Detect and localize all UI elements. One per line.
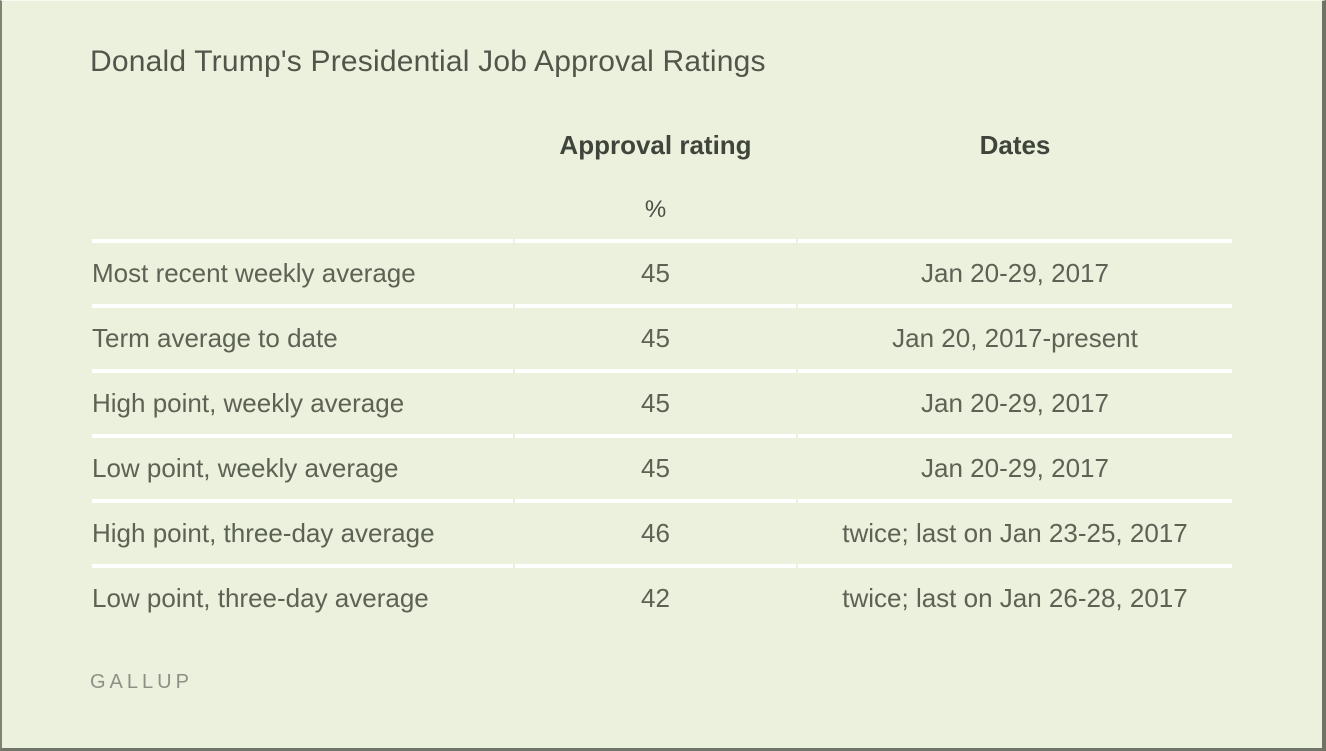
table-header: Approval rating Dates % — [92, 109, 1232, 239]
metric-cell: Most recent weekly average — [92, 239, 513, 304]
gallup-source-label: GALLUP — [90, 671, 193, 693]
dates-cell: Jan 20-29, 2017 — [798, 369, 1232, 434]
table-row-high-point-weekly-average: High point, weekly average 45 Jan 20-29,… — [92, 369, 1232, 434]
approval-cell: 45 — [515, 434, 796, 499]
table-row-high-point-three-day-average: High point, three-day average 46 twice; … — [92, 499, 1232, 564]
column-header-approval-rating: Approval rating — [559, 129, 752, 160]
percent-unit-label: % — [644, 196, 667, 223]
header-row: Approval rating Dates — [92, 109, 1232, 181]
approval-cell: 45 — [515, 239, 796, 304]
dates-cell: Jan 20-29, 2017 — [798, 434, 1232, 499]
approval-cell: 46 — [515, 499, 796, 564]
table-row-term-average-to-date: Term average to date 45 Jan 20, 2017-pre… — [92, 304, 1232, 369]
dates-cell: twice; last on Jan 26-28, 2017 — [798, 564, 1232, 629]
approval-ratings-table: Approval rating Dates % Most recent week… — [90, 109, 1234, 629]
column-header-dates: Dates — [979, 129, 1051, 160]
approval-cell: 45 — [515, 369, 796, 434]
unit-row: % — [92, 181, 1232, 239]
page-title: Donald Trump's Presidential Job Approval… — [90, 45, 766, 78]
table-row-low-point-three-day-average: Low point, three-day average 42 twice; l… — [92, 564, 1232, 629]
gallup-approval-card: Donald Trump's Presidential Job Approval… — [2, 1, 1322, 694]
column-header-metric — [92, 109, 513, 181]
table-row-low-point-weekly-average: Low point, weekly average 45 Jan 20-29, … — [92, 434, 1232, 499]
dates-cell: Jan 20-29, 2017 — [798, 239, 1232, 304]
approval-cell: 45 — [515, 304, 796, 369]
unit-cell-empty — [798, 181, 1232, 239]
metric-cell: High point, three-day average — [92, 499, 513, 564]
metric-cell: Term average to date — [92, 304, 513, 369]
metric-cell: Low point, weekly average — [92, 434, 513, 499]
dates-cell: Jan 20, 2017-present — [798, 304, 1232, 369]
metric-cell: Low point, three-day average — [92, 564, 513, 629]
metric-cell: High point, weekly average — [92, 369, 513, 434]
table-body: Most recent weekly average 45 Jan 20-29,… — [92, 239, 1232, 629]
unit-cell-empty — [92, 181, 513, 239]
approval-cell: 42 — [515, 564, 796, 629]
dates-cell: twice; last on Jan 23-25, 2017 — [798, 499, 1232, 564]
table-row-most-recent-weekly-average: Most recent weekly average 45 Jan 20-29,… — [92, 239, 1232, 304]
